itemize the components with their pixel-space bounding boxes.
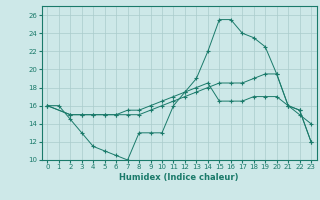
X-axis label: Humidex (Indice chaleur): Humidex (Indice chaleur) [119,173,239,182]
